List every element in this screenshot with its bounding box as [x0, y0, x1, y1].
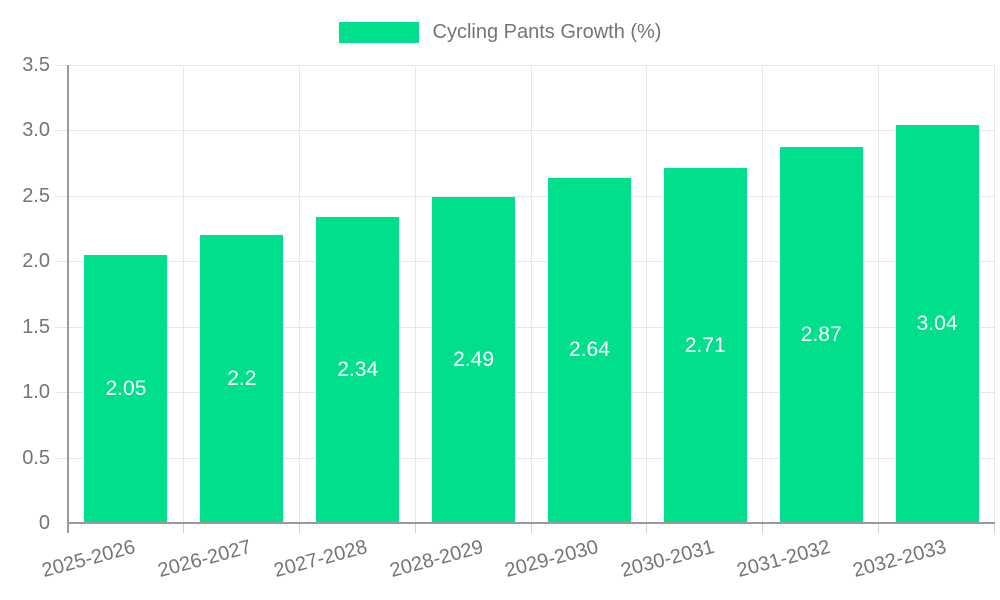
bar[interactable]: 2.64 [547, 177, 631, 523]
y-axis-tick-label: 2.5 [22, 184, 50, 207]
gridline-horizontal [55, 261, 995, 263]
y-axis-tick-label: 0 [38, 512, 50, 534]
y-axis-tick-label: 2.0 [22, 250, 50, 273]
bar-value-label: 2.34 [337, 357, 379, 381]
bar-value-label: 2.49 [453, 348, 494, 372]
bar-value-label: 2.87 [800, 323, 842, 347]
x-axis-tick [530, 523, 532, 533]
gridline-vertical [762, 65, 764, 523]
bar[interactable]: 2.05 [84, 254, 168, 523]
legend-label: Cycling Pants Growth (%) [432, 20, 662, 43]
x-axis-line [68, 522, 995, 524]
bar-value-label: 2.71 [684, 333, 726, 357]
legend-item[interactable]: Cycling Pants Growth (%) [338, 20, 662, 44]
bar-value-label: 2.05 [105, 376, 147, 400]
bar-value-label: 2.64 [569, 338, 610, 362]
gridline-vertical [878, 65, 880, 523]
x-axis-tick [414, 523, 416, 533]
bar[interactable]: 2.49 [432, 197, 516, 523]
gridline-horizontal [55, 326, 995, 328]
plot-area: 2.05 2.2 2.34 2.49 2.64 2.71 2.87 3.04 [55, 65, 995, 533]
x-axis-tick [182, 523, 184, 533]
y-axis-tick-label: 3.0 [22, 119, 50, 142]
y-axis-tick-label: 1.5 [22, 315, 50, 338]
gridline-vertical [414, 65, 416, 523]
gridline-vertical [530, 65, 532, 523]
gridline-horizontal [55, 195, 995, 197]
bar-value-label: 2.2 [227, 367, 257, 391]
y-axis-tick-label: 0.5 [22, 446, 50, 469]
gridline-horizontal [55, 457, 995, 459]
bar[interactable]: 2.71 [663, 168, 747, 523]
x-axis-tick [646, 523, 648, 533]
bar[interactable]: 2.2 [200, 235, 284, 523]
x-axis-tick [298, 523, 300, 533]
x-axis-tick [878, 523, 880, 533]
y-axis-tick-label: 1.0 [22, 381, 50, 404]
y-axis-line [67, 65, 69, 533]
gridline-vertical [646, 65, 648, 523]
legend-swatch-icon [338, 21, 419, 43]
x-axis-tick [762, 523, 764, 533]
gridline-horizontal [55, 65, 995, 66]
bar[interactable]: 2.87 [779, 147, 863, 523]
chart-legend: Cycling Pants Growth (%) [0, 16, 1000, 48]
bar[interactable]: 3.04 [895, 125, 979, 523]
gridline-vertical [182, 65, 184, 523]
bar[interactable]: 2.34 [316, 216, 400, 523]
gridline-vertical [994, 65, 995, 523]
gridline-horizontal [55, 130, 995, 132]
y-axis-tick-label: 3.5 [22, 54, 50, 76]
gridline-vertical [298, 65, 300, 523]
gridline-horizontal [55, 392, 995, 394]
x-axis-tick [994, 523, 995, 533]
bar-value-label: 3.04 [916, 312, 958, 336]
